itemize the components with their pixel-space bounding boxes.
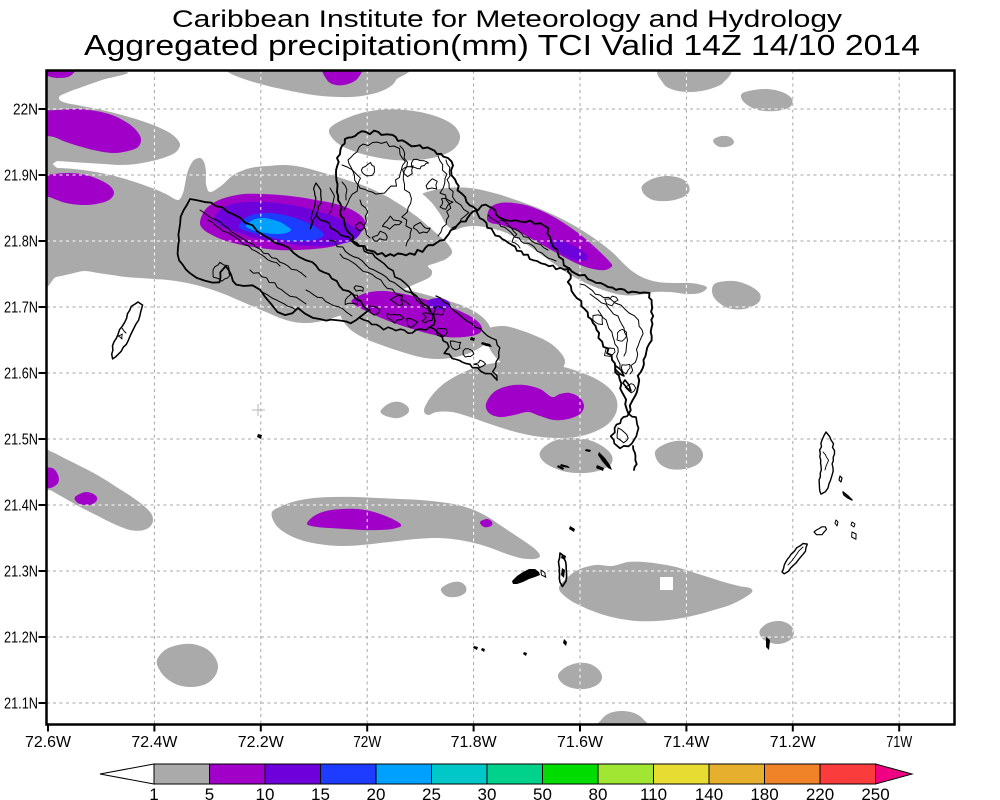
svg-text:50: 50 bbox=[533, 785, 552, 800]
svg-text:21.1N: 21.1N bbox=[4, 696, 38, 713]
svg-text:71.6W: 71.6W bbox=[557, 734, 604, 751]
svg-text:15: 15 bbox=[311, 785, 330, 800]
svg-text:25: 25 bbox=[422, 785, 441, 800]
svg-text:30: 30 bbox=[478, 785, 497, 800]
svg-text:72.6W: 72.6W bbox=[25, 734, 72, 751]
svg-text:71W: 71W bbox=[886, 734, 913, 751]
svg-text:1: 1 bbox=[149, 785, 158, 800]
svg-text:80: 80 bbox=[589, 785, 608, 800]
svg-text:21.4N: 21.4N bbox=[4, 498, 38, 515]
svg-text:21.3N: 21.3N bbox=[4, 564, 38, 581]
svg-text:22N: 22N bbox=[13, 102, 38, 119]
svg-text:21.7N: 21.7N bbox=[4, 300, 38, 317]
svg-text:71.4W: 71.4W bbox=[663, 734, 710, 751]
svg-text:Aggregated precipitation(mm) T: Aggregated precipitation(mm) TCI Valid 1… bbox=[84, 29, 920, 62]
svg-text:21.5N: 21.5N bbox=[4, 432, 38, 449]
svg-text:Caribbean Institute for Meteor: Caribbean Institute for Meteorology and … bbox=[172, 6, 842, 33]
svg-text:220: 220 bbox=[806, 785, 834, 800]
svg-text:10: 10 bbox=[256, 785, 275, 800]
svg-text:110: 110 bbox=[640, 785, 667, 800]
svg-text:5: 5 bbox=[205, 785, 214, 800]
svg-text:72.4W: 72.4W bbox=[131, 734, 178, 751]
svg-text:72.2W: 72.2W bbox=[238, 734, 285, 751]
svg-text:21.6N: 21.6N bbox=[4, 366, 38, 383]
svg-text:72W: 72W bbox=[353, 734, 382, 751]
svg-text:71.8W: 71.8W bbox=[451, 734, 498, 751]
svg-text:140: 140 bbox=[695, 785, 723, 800]
svg-text:20: 20 bbox=[367, 785, 386, 800]
svg-text:21.9N: 21.9N bbox=[4, 168, 38, 185]
svg-text:71.2W: 71.2W bbox=[770, 734, 817, 751]
svg-text:21.8N: 21.8N bbox=[4, 234, 38, 251]
svg-text:250: 250 bbox=[861, 785, 889, 800]
svg-text:21.2N: 21.2N bbox=[4, 630, 38, 647]
svg-text:180: 180 bbox=[750, 785, 778, 800]
